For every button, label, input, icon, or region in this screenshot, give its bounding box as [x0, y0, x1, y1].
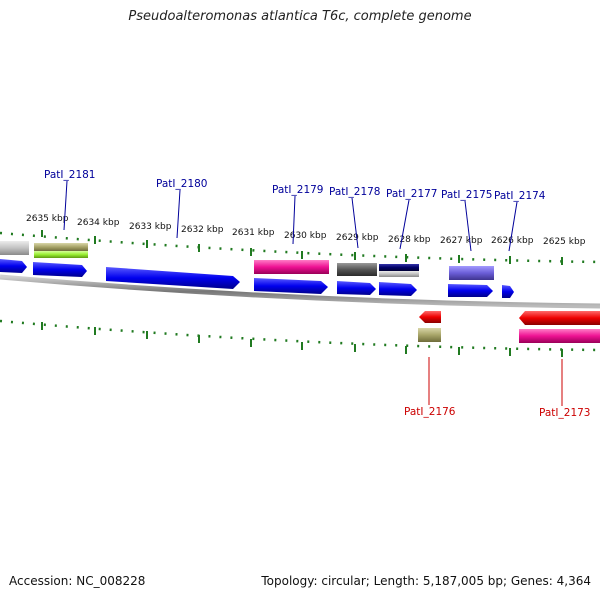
tick-label: 2632 kbp [181, 225, 224, 235]
forward-cds-row [0, 259, 514, 298]
label-leader-line [351, 197, 359, 249]
ruler-tick-labels: 2635 kbp 2634 kbp 2633 kbp 2632 kbp 2631… [26, 214, 586, 247]
gene-label-forward: PatI_2178 [329, 186, 380, 198]
label-leader-line [63, 180, 68, 231]
accession-label: Accession: NC_008228 [9, 574, 146, 588]
label-leader-line [399, 199, 410, 250]
cds-arrow-forward [337, 281, 376, 295]
reverse-gene-labels: PatI_2176 PatI_2173 [404, 357, 590, 419]
cds-arrow-reverse [519, 311, 600, 325]
gene-block-light-grey [379, 271, 419, 277]
cds-arrow-forward [254, 278, 328, 294]
reverse-ruler-track [0, 319, 600, 352]
major-ticks-upper [41, 230, 563, 265]
label-leader-line [292, 195, 296, 245]
cds-arrow-forward [0, 259, 27, 273]
tick-label: 2634 kbp [77, 218, 120, 228]
gene-label-forward: PatI_2175 [441, 189, 492, 201]
gene-label-forward: PatI_2179 [272, 184, 323, 196]
tick-label: 2625 kbp [543, 237, 586, 247]
forward-feature-row-outer [0, 241, 494, 280]
tick-label: 2629 kbp [336, 233, 379, 243]
gene-block-light-grey [0, 241, 29, 255]
tick-label: 2627 kbp [440, 236, 483, 246]
gene-block-magenta [519, 329, 600, 343]
gene-block-lime [34, 251, 88, 258]
gene-block-lavender [449, 266, 494, 280]
tick-label: 2630 kbp [284, 231, 327, 241]
gene-label-forward: PatI_2174 [494, 190, 546, 202]
tick-label: 2631 kbp [232, 228, 275, 238]
gene-block-magenta [254, 260, 329, 274]
cds-arrow-reverse [419, 311, 441, 323]
gene-block-navy [379, 264, 419, 271]
gene-label-reverse: PatI_2173 [539, 407, 590, 419]
reverse-feature-row [418, 311, 600, 343]
major-ticks-lower [41, 322, 563, 357]
forward-gene-labels: PatI_2181 PatI_2180 PatI_2179 PatI_2178 … [44, 169, 546, 252]
genome-title: Pseudoalteromonas atlantica T6c, complet… [128, 9, 472, 24]
gene-block-olive [418, 328, 441, 342]
gene-label-forward: PatI_2177 [386, 188, 437, 200]
tick-label: 2626 kbp [491, 236, 534, 246]
gene-block-dark-grey [337, 263, 377, 276]
cds-arrow-forward [502, 285, 514, 298]
tick-label: 2628 kbp [388, 235, 431, 245]
gene-label-reverse: PatI_2176 [404, 406, 456, 418]
genome-backbone [0, 274, 600, 309]
tick-label: 2635 kbp [26, 214, 69, 224]
tick-label: 2633 kbp [129, 222, 172, 232]
gene-label-forward: PatI_2181 [44, 169, 95, 181]
cds-arrow-forward [106, 267, 240, 289]
label-leader-line [176, 189, 181, 239]
cds-arrow-forward [379, 282, 417, 296]
gene-label-forward: PatI_2180 [156, 178, 207, 190]
genome-summary-label: Topology: circular; Length: 5,187,005 bp… [261, 574, 591, 588]
label-leader-line [464, 200, 472, 252]
gene-block-olive [34, 243, 88, 251]
label-leader-line [508, 201, 518, 252]
cds-arrow-forward [33, 262, 87, 277]
cds-arrow-forward [448, 284, 493, 297]
